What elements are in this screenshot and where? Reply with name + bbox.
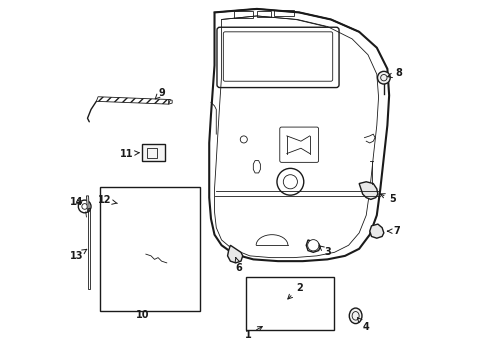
Circle shape (377, 71, 389, 84)
Text: 5: 5 (380, 194, 395, 204)
Text: 3: 3 (318, 246, 330, 257)
Bar (145, 298, 195, 309)
Text: 9: 9 (155, 87, 164, 99)
Circle shape (145, 259, 170, 284)
Polygon shape (358, 182, 377, 199)
Bar (147, 148, 157, 158)
Text: 4: 4 (357, 318, 369, 333)
Bar (256, 12, 270, 17)
Circle shape (161, 277, 189, 305)
Bar (233, 12, 253, 18)
Text: 11: 11 (120, 149, 139, 158)
FancyBboxPatch shape (250, 285, 329, 328)
Circle shape (116, 274, 122, 280)
Circle shape (307, 240, 318, 251)
Circle shape (111, 216, 121, 225)
Ellipse shape (256, 313, 271, 326)
Text: 6: 6 (235, 257, 242, 273)
Polygon shape (369, 224, 383, 238)
Text: 1: 1 (244, 327, 262, 339)
Text: 14: 14 (70, 197, 83, 207)
Circle shape (183, 297, 196, 310)
Text: 7: 7 (387, 226, 400, 236)
Ellipse shape (260, 316, 267, 323)
Text: 13: 13 (70, 249, 86, 261)
Polygon shape (86, 196, 89, 212)
Bar (100, 187, 200, 311)
Text: 2: 2 (287, 283, 302, 299)
Polygon shape (108, 199, 139, 305)
Polygon shape (305, 240, 320, 252)
Text: 10: 10 (135, 310, 149, 320)
Polygon shape (128, 196, 158, 212)
Circle shape (166, 282, 184, 300)
Text: 12: 12 (98, 195, 117, 206)
Text: 8: 8 (387, 68, 402, 78)
Bar (142, 144, 165, 161)
Bar (246, 277, 334, 330)
Bar (274, 10, 293, 16)
Polygon shape (227, 245, 242, 263)
Circle shape (113, 255, 122, 264)
Ellipse shape (348, 308, 361, 324)
Circle shape (113, 236, 122, 244)
Circle shape (139, 252, 177, 291)
Polygon shape (255, 297, 300, 309)
